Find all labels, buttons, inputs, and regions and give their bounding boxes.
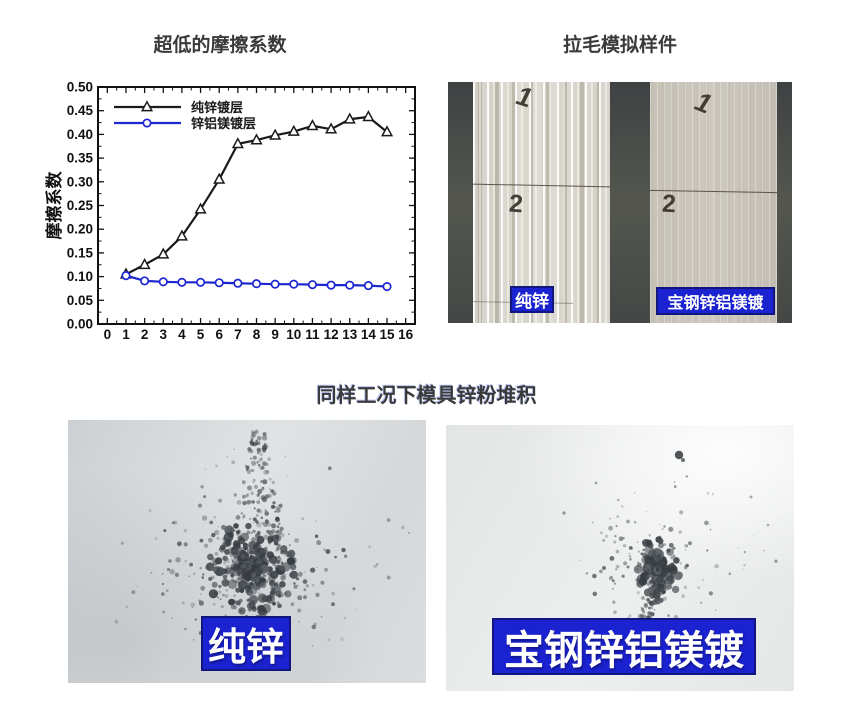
powder-label-pure-zinc: 纯锌 (201, 616, 291, 671)
pure-zinc-strip: 1 2 (472, 82, 610, 323)
svg-text:11: 11 (305, 327, 320, 342)
sample-label-pure-zinc: 纯锌 (510, 286, 554, 313)
powder-scatter-left (114, 429, 410, 666)
sample-label-zam: 宝钢锌铝镁镀 (656, 287, 775, 315)
svg-text:0.40: 0.40 (67, 127, 93, 142)
svg-text:8: 8 (253, 327, 261, 342)
svg-text:0.45: 0.45 (67, 103, 94, 118)
svg-text:15: 15 (380, 327, 396, 342)
svg-text:0.15: 0.15 (67, 245, 94, 260)
svg-text:5: 5 (197, 327, 205, 342)
handwritten-mark: 2 (661, 189, 677, 219)
handwritten-mark: 2 (508, 189, 524, 219)
handwritten-mark: 1 (688, 87, 719, 119)
svg-text:6: 6 (215, 327, 223, 342)
svg-text:7: 7 (234, 327, 242, 342)
zam-strip: 1 2 (650, 82, 777, 323)
powder-photo-pure-zinc: 纯锌 (68, 420, 426, 683)
svg-text:0.50: 0.50 (67, 80, 93, 95)
svg-text:0.05: 0.05 (67, 293, 94, 308)
handwritten-mark: 1 (510, 82, 539, 113)
svg-text:0: 0 (104, 327, 112, 342)
svg-text:12: 12 (324, 327, 339, 342)
svg-text:摩擦系数: 摩擦系数 (44, 171, 64, 240)
powder-scatter-right (562, 450, 778, 651)
svg-text:0.25: 0.25 (67, 198, 94, 213)
svg-text:纯锌镀层: 纯锌镀层 (191, 100, 243, 115)
powder-section-title: 同样工况下模具锌粉堆积 (316, 385, 537, 407)
svg-text:0.30: 0.30 (67, 174, 93, 189)
svg-text:锌铝镁镀层: 锌铝镁镀层 (191, 116, 256, 131)
svg-text:4: 4 (178, 327, 186, 342)
pencil-line (473, 183, 610, 188)
svg-text:0.20: 0.20 (67, 222, 93, 237)
powder-label-zam: 宝钢锌铝镁镀 (492, 618, 756, 675)
strip-holder-band (610, 82, 650, 323)
samples-title: 拉毛模拟样件 (562, 35, 677, 56)
svg-text:2: 2 (141, 327, 149, 342)
friction-chart: 0 1 2 3 4 5 6 7 8 9 10 11 12 13 14 15 160.000.050.100.15… (44, 80, 416, 342)
chart-title: 超低的摩擦系数 (153, 35, 287, 56)
svg-text:9: 9 (271, 327, 279, 342)
strip-holder-band (777, 82, 792, 323)
powder-photo-zam: 宝钢锌铝镁镀 (446, 425, 794, 691)
svg-text:1: 1 (122, 327, 130, 342)
svg-text:16: 16 (398, 327, 414, 342)
svg-text:13: 13 (342, 327, 358, 342)
svg-text:10: 10 (286, 327, 301, 342)
svg-text:0.00: 0.00 (67, 317, 93, 332)
samples-photo: 1 2 1 2 纯锌 宝钢锌铝镁镀 (448, 82, 792, 323)
strip-holder-band (448, 82, 473, 323)
svg-text:0.10: 0.10 (67, 269, 93, 284)
svg-text:14: 14 (361, 327, 377, 342)
svg-text:3: 3 (160, 327, 168, 342)
svg-text:0.35: 0.35 (67, 151, 94, 166)
